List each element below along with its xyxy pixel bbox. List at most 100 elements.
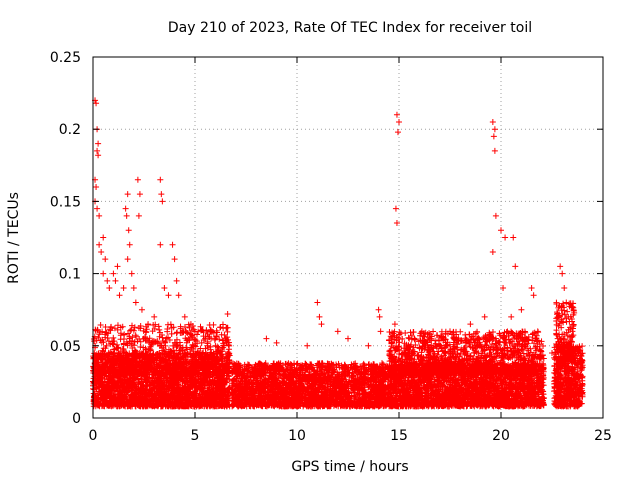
scatter-point: [135, 212, 142, 219]
scatter-point: [492, 212, 499, 219]
scatter-point: [498, 227, 504, 234]
scatter-point: [375, 306, 382, 313]
scatter-point: [534, 328, 541, 335]
scatter-point: [391, 321, 398, 328]
scatter-point: [406, 335, 413, 342]
scatter-point: [124, 256, 131, 263]
scatter-point: [396, 118, 402, 125]
scatter-point: [120, 285, 127, 292]
scatter-point: [114, 263, 121, 270]
scatter-point: [377, 328, 384, 335]
x-axis-title: GPS time / hours: [291, 459, 408, 475]
scatter-point: [318, 321, 325, 328]
scatter-point: [169, 241, 176, 248]
scatter-point: [106, 285, 113, 292]
scatter-point: [112, 277, 119, 284]
scatter-point: [110, 270, 117, 277]
x-tick-label: 20: [492, 428, 510, 444]
scatter-point: [394, 129, 401, 136]
scatter-point: [549, 350, 555, 357]
scatter-point: [159, 198, 166, 205]
scatter-point: [157, 241, 164, 248]
scatter-point: [136, 191, 143, 198]
scatter-point: [151, 313, 158, 320]
scatter-point: [95, 152, 102, 159]
chart-title: Day 210 of 2023, Rate Of TEC Index for r…: [168, 20, 532, 36]
scatter-point: [128, 270, 135, 277]
x-tick-label: 0: [89, 428, 98, 444]
scatter-point: [528, 285, 535, 292]
scatter-point: [426, 335, 433, 342]
scatter-point: [314, 299, 321, 306]
scatter-point: [263, 335, 270, 342]
scatter-point: [132, 299, 139, 306]
scatter-point: [175, 292, 182, 299]
scatter-point: [559, 270, 566, 277]
x-tick-label: 15: [390, 428, 408, 444]
scatter-point: [508, 313, 515, 320]
scatter-point: [138, 306, 145, 313]
scatter-point: [104, 277, 111, 284]
x-tick-labels: 0 5 10 15 20 25: [89, 428, 612, 444]
scatter-point: [561, 285, 568, 292]
scatter-point: [157, 176, 164, 183]
scatter-point: [512, 263, 519, 270]
plot-frame: [92, 56, 604, 419]
scatter-point: [510, 234, 517, 241]
scatter-point: [569, 328, 576, 335]
scatter-point: [518, 306, 525, 313]
scatter-point: [502, 234, 509, 241]
y-tick-label: 0: [72, 411, 81, 427]
x-tick-label: 10: [288, 428, 306, 444]
scatter-point: [563, 299, 570, 306]
scatter-point: [100, 234, 107, 241]
y-tick-labels: 0 0.05 0.1 0.15 0.2 0.25: [50, 50, 81, 427]
y-axis-title: ROTI / TECUs: [6, 192, 22, 284]
scatter-point: [130, 285, 137, 292]
scatter-point: [161, 285, 168, 292]
scatter-point: [491, 126, 498, 133]
scatter-point: [158, 191, 165, 198]
scatter-point: [224, 311, 231, 318]
y-tick-label: 0.15: [50, 194, 81, 210]
data-points: [90, 97, 586, 410]
y-tick-label: 0.05: [50, 339, 81, 355]
y-tick-label: 0.25: [50, 50, 81, 66]
scatter-point: [126, 241, 133, 248]
scatter-point: [95, 140, 102, 147]
scatter-point: [165, 292, 172, 299]
scatter-point: [565, 313, 572, 320]
scatter-point: [491, 147, 498, 154]
x-tick-label: 5: [191, 428, 200, 444]
scatter-point: [173, 277, 180, 284]
scatter-point: [124, 191, 131, 198]
scatter-point: [94, 205, 101, 212]
scatter-point: [192, 328, 198, 335]
axis-ticks: [92, 56, 604, 419]
scatter-point: [304, 342, 311, 349]
scatter-point: [93, 183, 100, 190]
scatter-point: [93, 100, 100, 107]
scatter-points-dense: [90, 299, 586, 410]
scatter-point: [376, 313, 383, 320]
scatter-point: [481, 313, 488, 320]
scatter-point: [579, 364, 586, 371]
scatter-point: [447, 328, 453, 335]
scatter-point: [123, 212, 130, 219]
scatter-point: [202, 335, 209, 342]
scatter-point: [100, 270, 107, 277]
x-tick-label: 25: [594, 428, 612, 444]
scatter-point: [134, 176, 141, 183]
scatter-point: [212, 342, 219, 349]
scatter-point: [96, 212, 103, 219]
scatter-point: [575, 350, 582, 357]
scatter-point: [557, 263, 564, 270]
scatter-point: [500, 285, 507, 292]
scatter-point: [467, 321, 474, 328]
scatter-point: [171, 256, 178, 263]
scatter-point: [94, 147, 101, 154]
scatter-point: [490, 133, 497, 140]
scatter-point: [273, 339, 280, 346]
scatter-point: [145, 321, 152, 328]
